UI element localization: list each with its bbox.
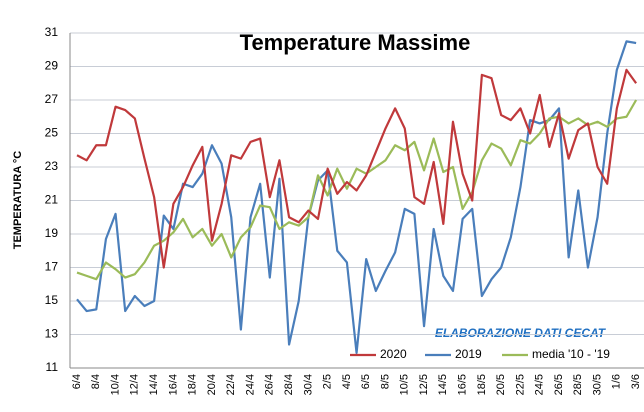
y-tick-label: 27	[45, 92, 59, 106]
x-tick-label: 12/5	[418, 374, 430, 395]
x-tick-label: 18/4	[187, 374, 199, 395]
x-tick-label: 24/5	[534, 374, 546, 395]
x-tick-label: 26/4	[264, 374, 276, 395]
x-tick-label: 18/5	[476, 374, 488, 395]
y-tick-label: 25	[45, 126, 59, 140]
x-tick-label: 3/6	[630, 374, 642, 389]
y-tick-label: 21	[45, 193, 59, 207]
x-tick-label: 28/5	[572, 374, 584, 395]
x-tick-label: 30/5	[591, 374, 603, 395]
y-tick-label: 15	[45, 293, 59, 307]
y-axis-label: TEMPERATURA °C	[12, 151, 24, 250]
x-tick-label: 6/4	[71, 374, 83, 389]
series-line	[76, 68, 638, 269]
x-tick-label: 16/4	[167, 374, 179, 395]
x-tick-label: 22/4	[225, 374, 237, 395]
x-tick-label: 14/5	[437, 374, 449, 395]
x-tick-label: 1/6	[611, 374, 623, 389]
x-tick-label: 4/5	[341, 374, 353, 389]
y-tick-label: 13	[45, 327, 59, 341]
x-tick-label: 26/5	[553, 374, 565, 395]
x-tick-label: 8/4	[90, 374, 102, 389]
x-tick-label: 20/4	[206, 374, 218, 395]
y-tick-label: 23	[45, 159, 59, 173]
grid	[70, 32, 644, 369]
legend-label: 2020	[380, 347, 407, 361]
x-tick-label: 10/4	[109, 374, 121, 395]
x-tick-label: 20/5	[495, 374, 507, 395]
y-tick-label: 19	[45, 226, 59, 240]
x-tick-label: 2/5	[322, 374, 334, 389]
y-tick-label: 31	[45, 25, 59, 39]
y-tick-label: 29	[45, 59, 59, 73]
legend-label: 2019	[455, 347, 482, 361]
x-tick-label: 22/5	[514, 374, 526, 395]
chart-title: Temperature Massime	[240, 30, 471, 55]
x-tick-label: 30/4	[302, 374, 314, 395]
x-tick-label: 28/4	[283, 374, 295, 395]
x-tick-label: 24/4	[244, 374, 256, 395]
x-tick-label: 16/5	[457, 374, 469, 395]
x-tick-label: 6/5	[360, 374, 372, 389]
series-line	[76, 99, 638, 281]
x-tick-label: 12/4	[129, 374, 141, 395]
x-tick-label: 8/5	[379, 374, 391, 389]
x-tick-label: 14/4	[148, 374, 160, 395]
legend-label: media '10 - '19	[532, 347, 610, 361]
y-tick-label: 11	[46, 360, 59, 374]
x-tick-label: 10/5	[399, 374, 411, 395]
annotation: ELABORAZIONE DATI CECAT	[435, 326, 607, 340]
y-tick-label: 17	[45, 260, 59, 274]
series-line	[76, 40, 637, 355]
